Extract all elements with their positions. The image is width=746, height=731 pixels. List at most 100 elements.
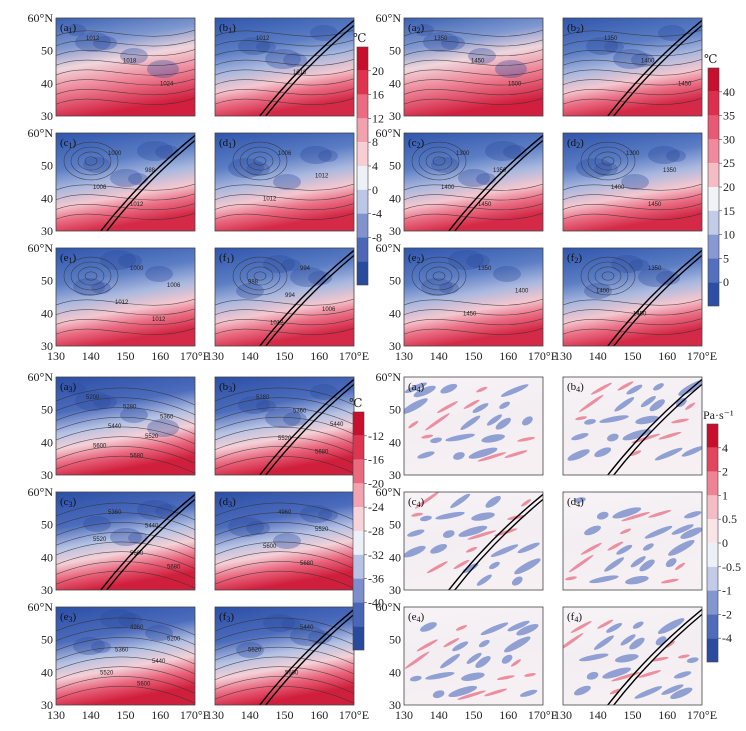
y-tick-label: 40 <box>389 435 401 449</box>
y-tick-label: 50 <box>389 633 401 647</box>
colorbar-tick-label: 1 <box>722 488 728 502</box>
storm-track-line <box>264 383 354 475</box>
contour-label: 994 <box>285 293 296 299</box>
contour-line <box>63 141 119 181</box>
colorbar-swatch <box>353 412 364 436</box>
contour-line <box>563 298 702 306</box>
colorbar-tick-label: 0 <box>372 183 378 197</box>
contour-label: 5440 <box>300 625 314 631</box>
omega-streak <box>563 633 584 651</box>
contour-line <box>563 203 702 211</box>
colorbar-tick-label: 4 <box>722 441 728 455</box>
colorbar-tick-label: 12 <box>372 111 384 125</box>
contour-line <box>246 151 274 171</box>
panel-a2: 1350 1450 1500 (a2) <box>403 17 544 117</box>
contour-label: 1012 <box>315 174 329 180</box>
omega-streak <box>520 689 538 697</box>
contour-line <box>215 308 354 316</box>
contour-line <box>56 676 195 694</box>
omega-streak <box>409 675 422 682</box>
omega-streak <box>616 544 633 555</box>
omega-streak <box>599 415 629 423</box>
colorbar-swatch <box>357 213 368 238</box>
omega-streak <box>495 417 511 430</box>
omega-streak <box>421 434 434 439</box>
x-tick-label: 150 <box>276 349 294 363</box>
colorbar-tick-label: -1 <box>722 584 732 598</box>
x-tick-label: 150 <box>465 708 483 722</box>
panel-e4: (e4) <box>403 606 544 706</box>
panel-e2: 1350 1400 1450 (e2) <box>403 247 544 347</box>
contour-label: 5680 <box>130 453 144 459</box>
contour-label: 5520 <box>248 648 262 654</box>
contour-line <box>63 256 119 296</box>
omega-streak <box>675 562 686 571</box>
colorbar-swatch <box>708 210 719 235</box>
contour-line <box>215 531 354 550</box>
y-tick-label: 30 <box>389 109 401 123</box>
x-tick-label: 170°E <box>687 708 717 722</box>
contour-label: 1350 <box>648 266 662 272</box>
y-tick-label: 30 <box>41 224 53 238</box>
contour-label: 1400 <box>641 59 655 65</box>
contour-label: 1018 <box>123 59 137 65</box>
x-tick-label: 130 <box>395 349 413 363</box>
contour-line <box>215 685 354 704</box>
contour-line <box>56 436 195 455</box>
y-tick-label: 30 <box>389 468 401 482</box>
y-tick-label: 60°N <box>28 241 54 255</box>
y-tick-label: 30 <box>41 339 53 353</box>
omega-streak <box>476 574 492 586</box>
x-tick-label: 150 <box>117 708 135 722</box>
panel-b1: 1012 1018 (b1) <box>214 17 355 117</box>
colorbar-unit: Pa·s⁻¹ <box>703 408 734 422</box>
panel-label: (b3) <box>219 381 236 394</box>
omega-streak <box>681 446 702 457</box>
storm-track-line <box>447 134 543 231</box>
omega-streak <box>466 546 478 553</box>
omega-streak <box>580 542 602 555</box>
contour-label: 1350 <box>478 266 492 272</box>
colorbar-tick-label: -36 <box>368 572 384 586</box>
colorbar-tick-label: 2 <box>722 465 728 479</box>
contour-line <box>215 426 354 445</box>
panel-frame <box>214 247 355 347</box>
panel-a4: (a4) <box>403 376 544 476</box>
contour-label: 5520 <box>315 527 329 533</box>
omega-streak <box>452 641 469 652</box>
contour-line <box>56 627 195 646</box>
contour-line <box>601 156 615 166</box>
omega-streak <box>517 437 535 442</box>
omega-streak <box>602 667 632 679</box>
contour-label: 1400 <box>441 185 455 191</box>
y-tick-label: 60°N <box>28 11 54 25</box>
contour-line <box>215 512 354 531</box>
contour-line <box>563 308 702 316</box>
storm-track-line <box>606 249 702 346</box>
omega-streak <box>653 383 664 391</box>
panel-d2: 1300 1350 1400 1450 (d2) <box>562 132 703 232</box>
contour-line <box>563 78 702 86</box>
contour-label: 1006 <box>322 307 336 313</box>
contour-line <box>404 212 543 220</box>
contour-label: 1400 <box>611 185 625 191</box>
omega-streak <box>455 625 468 631</box>
colorbar-swatch <box>708 258 719 283</box>
x-tick-label: 160 <box>310 349 328 363</box>
contour-label: 5680 <box>300 561 314 567</box>
omega-streak <box>684 511 702 519</box>
contour-line <box>84 156 98 166</box>
colorbar-tick-label: -0.5 <box>722 560 741 574</box>
colorbar-swatch <box>708 282 719 306</box>
colorbar-unit: ℃ <box>349 396 362 410</box>
contour-line <box>56 551 195 570</box>
panel-label: (a2) <box>408 22 425 35</box>
contour-line <box>215 49 354 57</box>
omega-streak <box>630 556 646 568</box>
omega-streak <box>614 397 635 412</box>
panel-label: (c2) <box>408 137 425 150</box>
contour-line <box>246 266 274 286</box>
colorbar-swatch <box>357 118 368 143</box>
contour-line <box>56 78 195 86</box>
omega-streak <box>604 557 625 572</box>
